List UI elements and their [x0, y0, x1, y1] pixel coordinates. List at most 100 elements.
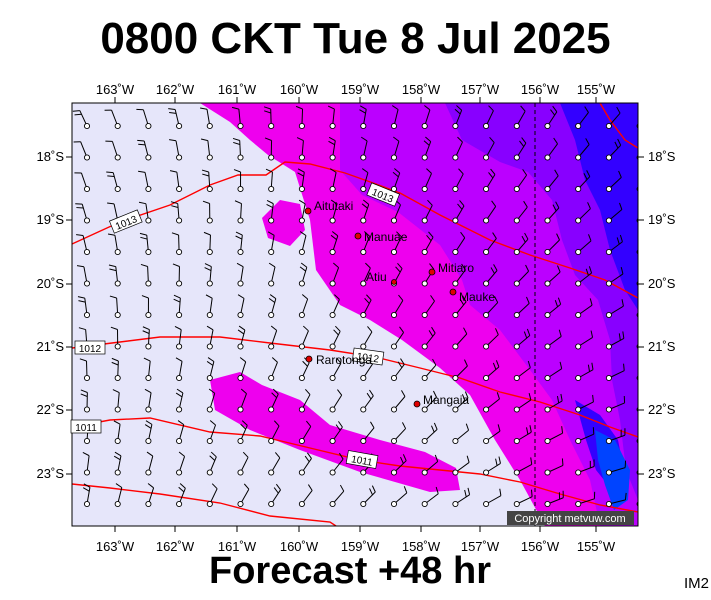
wind-barb-feather — [109, 295, 117, 299]
wind-barb-feather — [335, 424, 341, 431]
wind-barb-station — [206, 500, 213, 508]
wind-barb-station — [298, 217, 305, 224]
wind-barb-station — [390, 343, 398, 350]
wind-barb-station — [575, 280, 582, 287]
wind-barb-feather — [399, 326, 404, 333]
wind-barb-feather — [109, 268, 117, 272]
wind-barb-feather — [107, 175, 115, 177]
wind-barb-feather — [138, 201, 146, 205]
wind-barb-station — [268, 500, 275, 508]
wind-barb-feather — [74, 113, 82, 116]
wind-barb-feather — [179, 483, 186, 489]
wind-barb-station — [360, 437, 367, 445]
wind-barb-feather — [495, 360, 500, 368]
wind-barb-station — [452, 469, 459, 476]
wind-barb-station — [483, 343, 490, 350]
wind-barb-station — [206, 469, 213, 476]
wind-barb-station — [605, 500, 612, 508]
wind-barb-feather — [397, 262, 403, 269]
wind-barb-feather — [338, 452, 344, 460]
wind-barb-feather — [143, 357, 151, 362]
isobar-line-1011 — [72, 417, 638, 513]
wind-barb-station — [390, 406, 398, 413]
lon-label-top: 157˚W — [461, 82, 500, 97]
wind-barb-station — [605, 280, 612, 287]
wind-barb-station — [176, 248, 183, 256]
wind-barb-feather — [142, 326, 150, 330]
wind-barb-station — [176, 122, 183, 130]
wind-barb-feather — [391, 105, 399, 110]
wind-barb-feather — [488, 172, 494, 179]
wind-barb-station — [206, 154, 213, 161]
wind-barb-station — [575, 217, 582, 224]
place-label-atiu: Atiu — [366, 270, 387, 284]
wind-barb-feather — [654, 300, 655, 307]
wind-barb-feather — [330, 234, 337, 241]
lon-label-bottom: 163˚W — [96, 539, 135, 554]
wind-barb-station — [513, 185, 520, 193]
wind-barb-feather — [268, 297, 276, 303]
wind-barb-station — [83, 280, 91, 287]
wind-barb-feather — [398, 294, 404, 301]
wind-barb-station — [176, 185, 183, 193]
island-marker-mitiaro — [428, 268, 436, 276]
wind-barb-station — [206, 217, 213, 224]
copyright-text: Copyright metvuw.com — [514, 513, 625, 525]
wind-barb-feather — [616, 106, 621, 114]
wind-barb-feather — [526, 296, 530, 304]
wind-barb-station — [360, 500, 367, 508]
wind-barb-station — [605, 154, 612, 161]
wind-barb-feather — [465, 423, 470, 431]
wind-barb-station — [145, 406, 152, 413]
wind-barb-feather — [235, 235, 243, 240]
deep-violet-precip-region — [445, 103, 638, 500]
wind-barb-station — [483, 122, 490, 130]
page-title: 0800 CKT Tue 8 Jul 2025 — [100, 14, 611, 63]
wind-barb-feather — [552, 105, 558, 113]
wind-barb-station — [544, 406, 551, 413]
wind-barb-shaft — [640, 307, 655, 315]
wind-barb-station — [575, 248, 582, 256]
wind-barb-feather — [296, 137, 304, 142]
wind-barb-feather — [269, 294, 277, 300]
wind-barb-feather — [169, 170, 177, 173]
wind-barb-station — [544, 311, 551, 319]
wind-barb-station — [329, 280, 336, 287]
wind-barb-station — [268, 469, 275, 476]
wind-barb-feather — [402, 454, 407, 461]
wind-barb-feather — [174, 325, 182, 331]
wind-barb-station — [452, 343, 459, 350]
wind-barb-station — [452, 437, 459, 445]
isobar-label: 1011 — [70, 419, 102, 434]
wind-barb-feather — [619, 234, 623, 242]
wind-barb-station — [145, 248, 152, 256]
wind-barb-feather — [141, 295, 149, 299]
wind-barb-feather — [554, 169, 559, 177]
wind-barb-station — [605, 437, 612, 445]
wind-barb-feather — [495, 328, 499, 335]
wind-barb-feather — [203, 231, 211, 236]
wind-barb-feather — [434, 454, 439, 462]
wind-barb-feather — [302, 360, 308, 367]
wind-barb-feather — [585, 268, 589, 276]
wind-barb-station — [237, 343, 244, 350]
wind-barb-feather — [496, 392, 500, 400]
wind-barb-feather — [461, 263, 466, 271]
wind-barb-feather — [530, 457, 533, 465]
lon-label-top: 160˚W — [280, 82, 319, 97]
wind-barb-station — [114, 248, 121, 256]
wind-barb-feather — [492, 232, 497, 239]
wind-barb-station — [176, 280, 183, 287]
wind-barb-station — [114, 122, 121, 130]
wind-barb-station — [390, 248, 398, 256]
wind-barb-station — [483, 437, 490, 445]
wind-barb-feather — [237, 294, 245, 299]
wind-barb-feather — [431, 326, 436, 334]
wind-barb-station — [329, 311, 336, 319]
wind-barb-feather — [76, 234, 84, 236]
wind-barb-feather — [107, 233, 116, 236]
wind-barb-feather — [297, 168, 305, 173]
wind-barb-station — [483, 185, 490, 193]
wind-barb-station — [268, 122, 275, 130]
wind-barb-feather — [273, 420, 280, 427]
